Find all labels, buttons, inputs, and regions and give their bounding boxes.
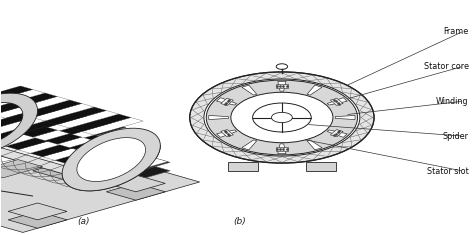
Polygon shape <box>67 145 143 167</box>
Polygon shape <box>307 140 322 150</box>
Polygon shape <box>106 175 165 192</box>
Polygon shape <box>23 127 170 169</box>
Polygon shape <box>278 144 286 154</box>
Polygon shape <box>0 97 70 118</box>
Polygon shape <box>20 127 57 137</box>
Polygon shape <box>8 203 67 220</box>
Polygon shape <box>131 158 168 169</box>
Text: Spider: Spider <box>443 132 469 141</box>
Polygon shape <box>62 128 160 191</box>
Polygon shape <box>18 132 94 153</box>
Polygon shape <box>70 141 106 151</box>
Polygon shape <box>330 129 343 137</box>
Polygon shape <box>6 100 82 122</box>
Text: (a): (a) <box>77 217 90 226</box>
Polygon shape <box>276 84 288 88</box>
Bar <box>228 162 258 171</box>
Polygon shape <box>0 147 200 232</box>
Polygon shape <box>77 138 146 181</box>
Polygon shape <box>0 125 70 146</box>
Polygon shape <box>82 144 118 155</box>
Bar <box>306 162 336 171</box>
Polygon shape <box>307 85 322 95</box>
Polygon shape <box>0 93 37 153</box>
Polygon shape <box>33 154 91 171</box>
Polygon shape <box>330 98 343 106</box>
Circle shape <box>206 80 357 155</box>
Polygon shape <box>209 115 228 120</box>
Polygon shape <box>0 121 57 143</box>
Circle shape <box>231 92 333 143</box>
Circle shape <box>253 103 311 132</box>
Text: Frame: Frame <box>443 27 469 35</box>
Polygon shape <box>0 90 45 111</box>
Polygon shape <box>217 130 237 137</box>
Polygon shape <box>55 142 131 164</box>
Polygon shape <box>335 115 355 120</box>
Polygon shape <box>0 86 33 108</box>
Text: Stator slot: Stator slot <box>427 167 469 176</box>
Polygon shape <box>6 128 82 150</box>
Polygon shape <box>0 115 146 181</box>
Circle shape <box>204 79 360 156</box>
Polygon shape <box>0 160 43 178</box>
Polygon shape <box>30 135 106 157</box>
Polygon shape <box>94 148 131 158</box>
Polygon shape <box>106 151 143 162</box>
Polygon shape <box>18 103 94 125</box>
Circle shape <box>272 112 292 123</box>
Polygon shape <box>217 98 237 105</box>
Polygon shape <box>0 118 45 139</box>
Polygon shape <box>57 137 94 148</box>
Polygon shape <box>23 136 170 178</box>
Polygon shape <box>118 155 155 165</box>
Polygon shape <box>221 98 233 106</box>
Polygon shape <box>242 85 257 95</box>
Polygon shape <box>67 118 143 139</box>
Polygon shape <box>33 130 70 141</box>
Polygon shape <box>8 212 67 228</box>
Polygon shape <box>43 110 118 132</box>
Text: Winding: Winding <box>436 97 469 106</box>
Polygon shape <box>106 183 165 200</box>
Polygon shape <box>0 92 126 136</box>
Polygon shape <box>33 162 91 179</box>
Polygon shape <box>0 93 57 115</box>
Text: (b): (b) <box>233 217 246 226</box>
Polygon shape <box>55 114 131 136</box>
Circle shape <box>190 72 374 163</box>
Polygon shape <box>30 107 106 129</box>
Polygon shape <box>0 114 33 136</box>
Polygon shape <box>43 138 118 160</box>
Polygon shape <box>276 147 288 151</box>
Polygon shape <box>45 134 82 144</box>
Polygon shape <box>242 140 257 150</box>
Polygon shape <box>327 130 347 137</box>
Polygon shape <box>0 110 160 191</box>
Polygon shape <box>327 98 347 105</box>
Text: Stator core: Stator core <box>424 62 469 70</box>
Polygon shape <box>278 81 286 91</box>
Polygon shape <box>221 129 233 137</box>
